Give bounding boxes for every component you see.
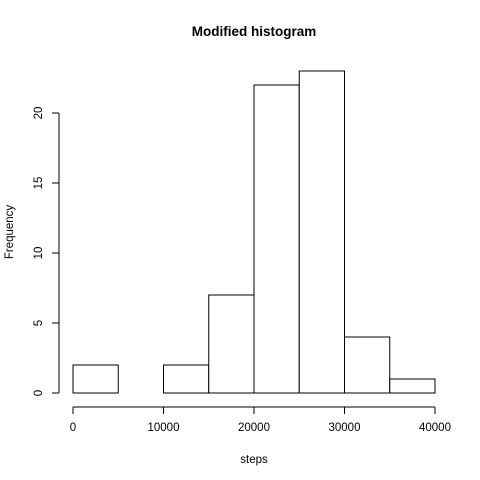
y-tick-label-3: 15: [33, 177, 45, 190]
x-tick-label-1: 10000: [148, 422, 180, 434]
bars-group: [72, 70, 436, 394]
histogram-bar-2: [163, 364, 210, 394]
x-axis-label: steps: [240, 454, 268, 466]
x-tick-label-2: 20000: [238, 422, 270, 434]
histogram-bar-0: [72, 364, 119, 394]
histogram-bar-3: [208, 294, 255, 394]
y-axis-label: Frequency: [4, 205, 16, 260]
histogram-bar-7: [389, 378, 436, 394]
histogram-bar-6: [344, 336, 391, 394]
y-tick-label-1: 5: [33, 320, 45, 326]
histogram-bar-5: [298, 70, 345, 394]
x-tick-label-3: 30000: [329, 422, 361, 434]
y-tick-label-2: 10: [33, 247, 45, 260]
histogram-bar-4: [253, 84, 300, 394]
x-axis: 0 10000 20000 30000 40000: [70, 406, 451, 434]
y-axis: 0 5 10 15 20: [33, 107, 60, 396]
x-tick-label-0: 0: [70, 422, 76, 434]
y-tick-label-4: 20: [33, 107, 45, 120]
y-tick-label-0: 0: [33, 390, 45, 396]
chart-title: Modified histogram: [192, 24, 317, 39]
x-tick-label-4: 40000: [419, 422, 451, 434]
